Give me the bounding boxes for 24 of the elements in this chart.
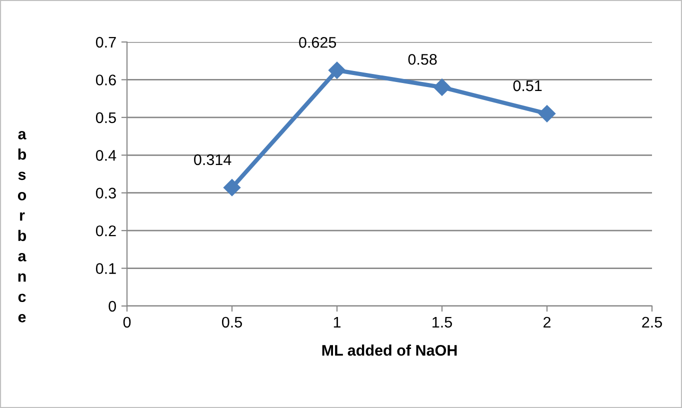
y-tick-label: 0.6: [96, 74, 116, 86]
x-tick-label: 2: [544, 316, 550, 328]
point: [538, 105, 556, 122]
point: [433, 78, 451, 96]
x-tick-label: 0: [123, 316, 131, 328]
x-tick-label: 0.5: [222, 316, 242, 328]
data-label: 0.58: [408, 54, 437, 65]
data-label: 0.625: [299, 37, 336, 48]
y-tick-label: 0: [108, 300, 116, 312]
point: [328, 62, 346, 79]
text: absorbance: [18, 131, 26, 322]
y-tick-label: 0.7: [96, 36, 116, 48]
y-tick-label: 0.1: [96, 263, 116, 274]
y-tick-label: 0.2: [96, 225, 116, 236]
x-axis-title: ML added of NaOH: [322, 344, 457, 356]
data-label: 0.314: [194, 154, 232, 166]
y-tick-label: 0.5: [96, 112, 116, 124]
y-tick-label: 0.4: [96, 150, 116, 161]
x-tick-label: 1: [334, 316, 341, 328]
x-tick-label: 1.5: [432, 316, 452, 328]
point: [223, 179, 241, 196]
data-label: 0.51: [513, 80, 542, 92]
x-tick-label: 2.5: [642, 316, 662, 328]
y-tick-label: 0.3: [96, 188, 116, 199]
